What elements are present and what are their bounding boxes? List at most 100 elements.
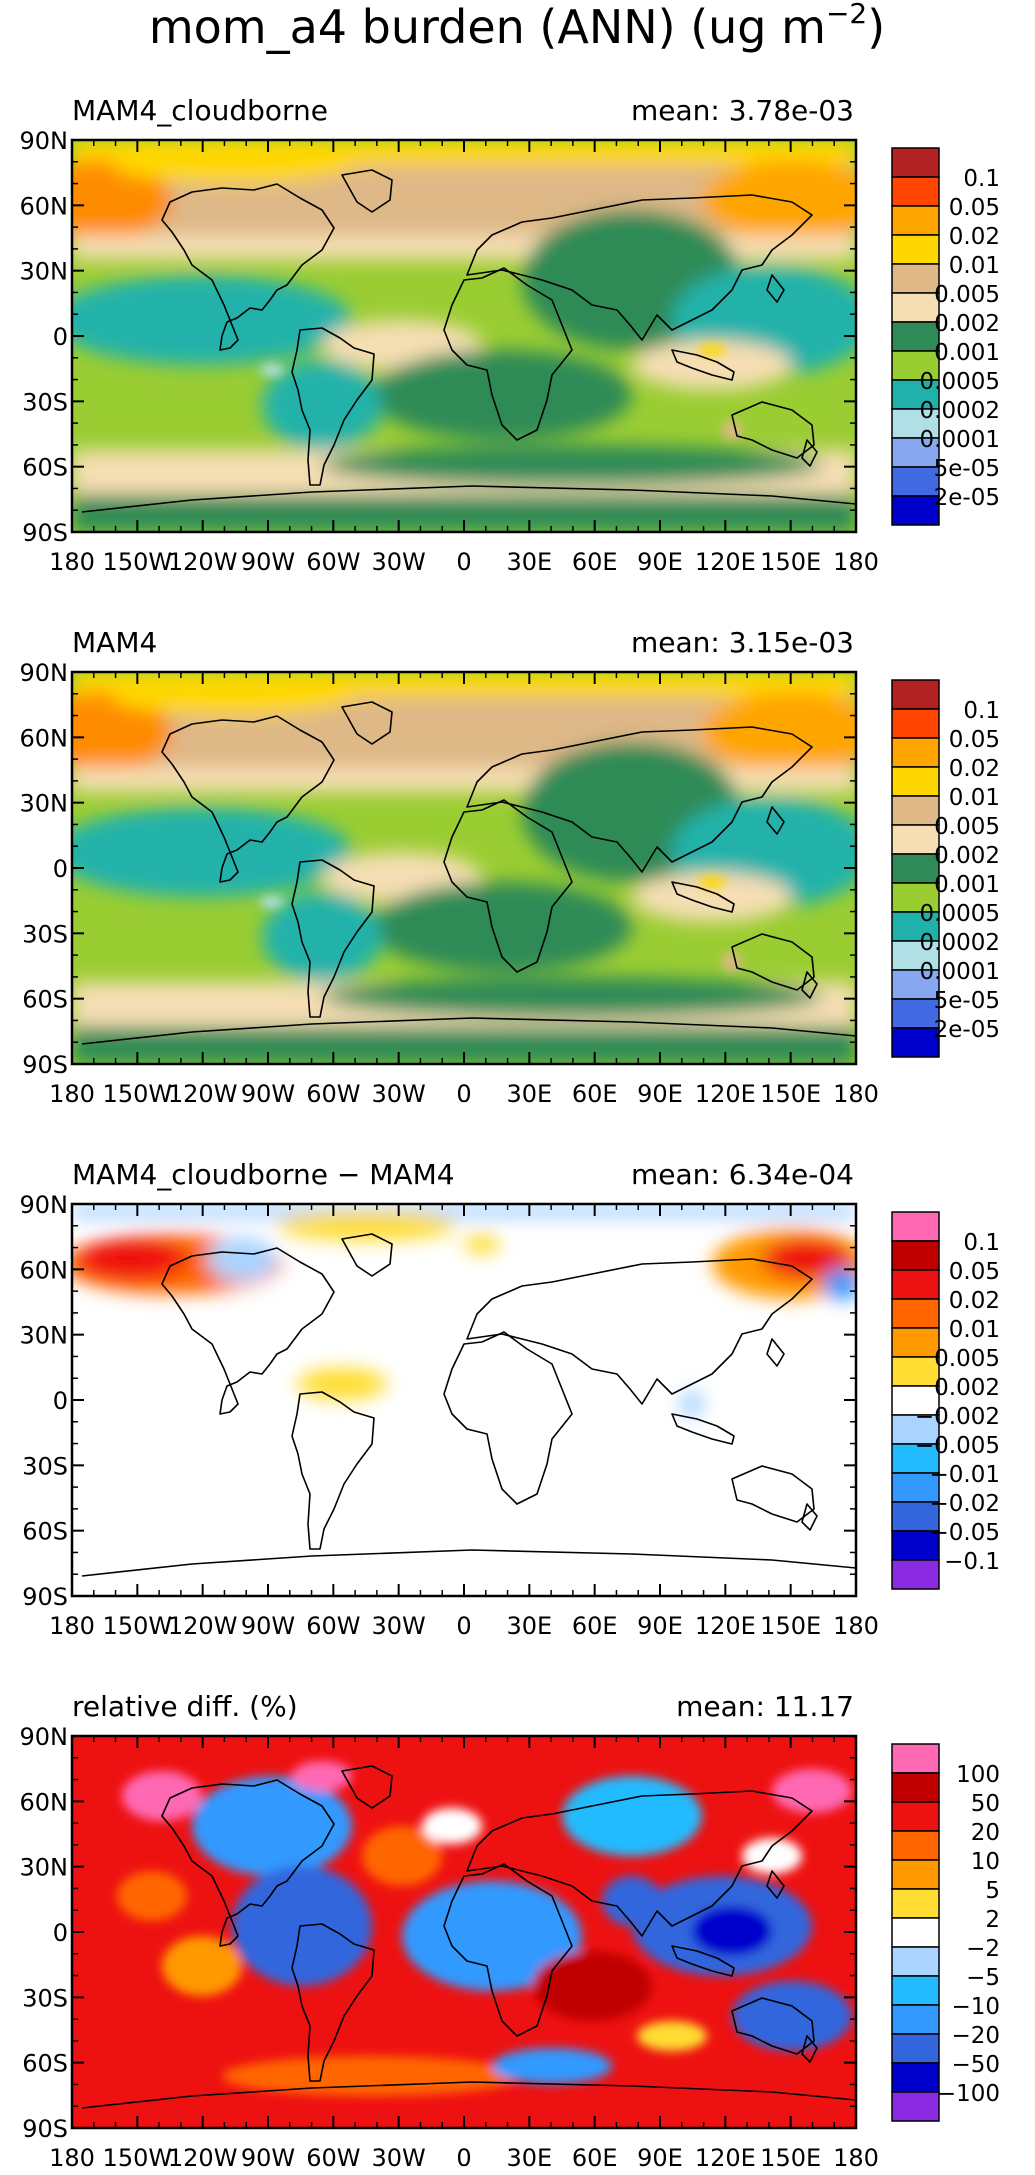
colorbar-label: 0.05 bbox=[949, 195, 1000, 221]
colorbar-label: 0.005 bbox=[934, 1346, 1000, 1372]
colorbar-label: 5 bbox=[985, 1878, 1000, 1904]
lat-tick-label: 60S bbox=[22, 986, 68, 1014]
colorbar-label: −20 bbox=[951, 2023, 1000, 2049]
lon-tick-label: 180 bbox=[833, 1080, 879, 1108]
lon-tick-label: 120E bbox=[695, 548, 756, 576]
colorbar-label: −2 bbox=[966, 1936, 1000, 1962]
lon-tick-label: 180 bbox=[49, 2144, 95, 2172]
colorbar-swatch bbox=[891, 408, 940, 439]
colorbar-swatch bbox=[891, 321, 940, 352]
colorbar-swatch bbox=[891, 292, 940, 323]
colorbar-swatch bbox=[891, 766, 940, 797]
colorbar-label: −0.02 bbox=[930, 1491, 1000, 1517]
colorbar-swatch bbox=[891, 147, 940, 178]
lon-tick-label: 90W bbox=[241, 2144, 295, 2172]
colorbar: 0.1 0.05 0.02 0.01 0.005 0.002 −0.002 −0.005 −0.… bbox=[891, 1211, 1000, 1590]
colorbar-swatch bbox=[891, 911, 940, 942]
colorbar-label: 0.1 bbox=[963, 166, 1000, 192]
lon-tick-label: 180 bbox=[49, 1612, 95, 1640]
colorbar-label: 5e-05 bbox=[934, 988, 1000, 1014]
lon-tick-label: 60W bbox=[306, 1612, 360, 1640]
lat-tick-label: 60S bbox=[22, 454, 68, 482]
colorbar-label: 0.1 bbox=[963, 698, 1000, 724]
colorbar-swatch bbox=[891, 2004, 940, 2035]
colorbar-label: 50 bbox=[971, 1791, 1000, 1817]
lat-tick-label: 60N bbox=[20, 1256, 69, 1284]
colorbar-label: 0.001 bbox=[934, 340, 1000, 366]
lon-tick-label: 120E bbox=[695, 2144, 756, 2172]
lon-tick-label: 30E bbox=[506, 2144, 552, 2172]
lon-tick-label: 60E bbox=[572, 1612, 618, 1640]
colorbar-swatch bbox=[891, 708, 940, 739]
panel-mean: mean: 3.78e-03 bbox=[631, 94, 854, 127]
colorbar-swatch bbox=[891, 2033, 940, 2064]
colorbar-label: −0.01 bbox=[930, 1462, 1000, 1488]
map-panel-1: MAM4_cloudborne mean: 3.78e-03 90N 60N 30N 0 3… bbox=[20, 94, 1001, 576]
colorbar-swatch bbox=[891, 2062, 940, 2093]
colorbar-label: −0.002 bbox=[915, 1404, 1000, 1430]
lat-tick-label: 0 bbox=[53, 855, 68, 883]
lon-tick-label: 180 bbox=[49, 548, 95, 576]
lon-tick-label: 30E bbox=[506, 1080, 552, 1108]
lat-tick-label: 30N bbox=[20, 1854, 69, 1882]
lon-tick-label: 120W bbox=[168, 1080, 238, 1108]
colorbar-swatch bbox=[891, 1356, 940, 1387]
colorbar: 0.1 0.05 0.02 0.01 0.005 0.002 0.001 0.0005 0.00… bbox=[891, 679, 1000, 1058]
panel-title: MAM4 bbox=[72, 626, 157, 659]
colorbar-label: −10 bbox=[951, 1994, 1000, 2020]
colorbar-swatch bbox=[891, 2091, 940, 2122]
colorbar-swatch bbox=[891, 1269, 940, 1300]
lat-tick-label: 90S bbox=[22, 519, 68, 547]
lon-tick-label: 150E bbox=[760, 1080, 821, 1108]
colorbar-label: 0.01 bbox=[949, 785, 1000, 811]
colorbar-swatch bbox=[891, 466, 940, 497]
lon-tick-label: 0 bbox=[456, 2144, 471, 2172]
lon-tick-label: 180 bbox=[49, 1080, 95, 1108]
colorbar-swatch bbox=[891, 824, 940, 855]
colorbar-swatch bbox=[891, 1888, 940, 1919]
lat-tick-label: 30N bbox=[20, 258, 69, 286]
lat-tick-label: 90N bbox=[20, 1191, 69, 1219]
lat-tick-label: 60S bbox=[22, 1518, 68, 1546]
colorbar-swatch bbox=[891, 1501, 940, 1532]
lon-tick-label: 150W bbox=[103, 1612, 173, 1640]
lat-tick-label: 90S bbox=[22, 1583, 68, 1611]
colorbar-label: 2e-05 bbox=[934, 485, 1000, 511]
colorbar-swatch bbox=[891, 1975, 940, 2006]
map-field bbox=[62, 1204, 856, 1596]
colorbar-label: −0.1 bbox=[944, 1549, 1000, 1575]
lon-tick-label: 120W bbox=[168, 1612, 238, 1640]
colorbar-swatch bbox=[891, 1327, 940, 1358]
lon-tick-label: 180 bbox=[833, 1612, 879, 1640]
map-field bbox=[72, 1736, 856, 2128]
lon-tick-label: 90E bbox=[637, 2144, 683, 2172]
colorbar-swatch bbox=[891, 1743, 940, 1774]
lat-tick-label: 60S bbox=[22, 2050, 68, 2078]
colorbar-swatch bbox=[891, 263, 940, 294]
lon-tick-label: 90W bbox=[241, 1612, 295, 1640]
lon-tick-label: 120W bbox=[168, 2144, 238, 2172]
lat-tick-label: 90S bbox=[22, 1051, 68, 1079]
lon-tick-label: 60W bbox=[306, 548, 360, 576]
lat-tick-label: 0 bbox=[53, 1919, 68, 1947]
colorbar-swatch bbox=[891, 1240, 940, 1271]
colorbar-swatch bbox=[891, 1298, 940, 1329]
lon-tick-label: 30W bbox=[372, 548, 426, 576]
map-panel-3: MAM4_cloudborne − MAM4 mean: 6.34e-04 90N 6… bbox=[20, 1158, 1001, 1640]
colorbar-swatch bbox=[891, 1443, 940, 1474]
colorbar-swatch bbox=[891, 379, 940, 410]
colorbar-label: 0.002 bbox=[934, 1375, 1000, 1401]
lat-tick-label: 60N bbox=[20, 724, 69, 752]
colorbar-label: 0.005 bbox=[934, 814, 1000, 840]
lat-tick-label: 30S bbox=[22, 1984, 68, 2012]
lon-tick-label: 90E bbox=[637, 1612, 683, 1640]
colorbar-label: 0.0001 bbox=[920, 427, 1000, 453]
map-field bbox=[32, 672, 856, 1064]
lat-tick-label: 30S bbox=[22, 388, 68, 416]
colorbar-label: −100 bbox=[937, 2081, 1000, 2107]
lon-tick-label: 30W bbox=[372, 1612, 426, 1640]
lon-tick-label: 0 bbox=[456, 548, 471, 576]
colorbar-swatch bbox=[891, 1830, 940, 1861]
colorbar-label: 0.0005 bbox=[920, 369, 1000, 395]
